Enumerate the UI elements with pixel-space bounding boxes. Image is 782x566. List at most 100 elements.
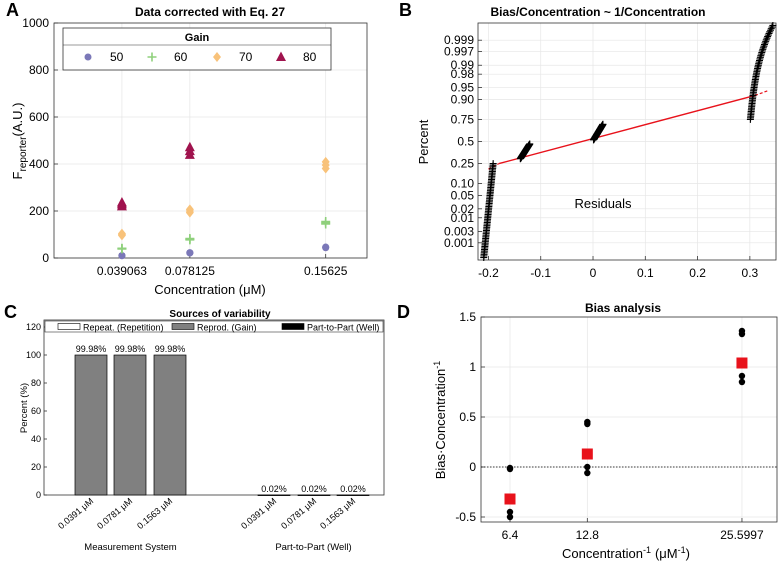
xlabel-unit-close: ) — [686, 546, 690, 561]
legend-swatch — [171, 323, 195, 330]
data-point-80 — [184, 149, 195, 159]
x-tick-label: -0.2 — [478, 266, 499, 280]
data-point-60 — [185, 235, 195, 245]
y-tick-label: 0.98 — [451, 67, 475, 81]
legend-box — [62, 27, 332, 71]
legend-label: Reprod. (Gain) — [197, 323, 257, 333]
ylabel-main: F — [10, 171, 25, 179]
y-tick-label: 0.99 — [451, 58, 475, 72]
bar-value-label: 0.02% — [340, 484, 366, 494]
data-point-50 — [186, 249, 194, 257]
ylabel-unit: (A.U.) — [10, 103, 25, 137]
legend-label: Part-to-Part (Well) — [307, 323, 379, 333]
bias-point — [506, 465, 514, 473]
y-tick-label: 0.75 — [451, 112, 475, 126]
bias-point — [738, 378, 746, 386]
residual-point — [764, 33, 772, 41]
xlabel-sup: -1 — [643, 545, 651, 555]
legend-title: Gain — [185, 32, 210, 44]
x-tick-label: 12.8 — [576, 528, 600, 542]
x-tick-label: 0.15625 — [304, 264, 348, 278]
y-tick-label: 0 — [36, 490, 41, 500]
y-tick-label: 120 — [26, 322, 41, 332]
legend-label-60: 60 — [174, 50, 188, 64]
residual-point — [762, 37, 770, 45]
x-category-label: 0.0781 μM — [279, 496, 318, 531]
bias-point — [584, 420, 591, 428]
bias-point — [738, 372, 746, 380]
panel-c: C Sources of variability 0 20 40 60 80 100 120… — [4, 302, 385, 553]
x-category-label: 0.1563 μM — [135, 496, 174, 531]
x-tick-label: 0 — [590, 266, 597, 280]
legend-marker-80 — [276, 51, 286, 61]
ylabel-sup: -1 — [432, 361, 442, 369]
fit-line-extension-high — [754, 89, 769, 97]
xlabel-unit-sup: -1 — [678, 545, 686, 555]
y-tick-label: 800 — [29, 63, 49, 77]
group-label: Part-to-Part (Well) — [275, 542, 351, 553]
data-point-50 — [322, 244, 330, 252]
chart-b-marks — [480, 21, 777, 262]
y-tick-label: 1000 — [22, 16, 49, 30]
y-tick-label: 100 — [26, 350, 41, 360]
bias-point — [584, 463, 591, 471]
chart-d-plot-area — [480, 316, 778, 523]
x-tick-label: 0.3 — [742, 266, 759, 280]
chart-b-grid — [478, 23, 776, 260]
residual-point — [766, 26, 774, 34]
chart-d-marks — [481, 327, 777, 521]
chart-c-title: Sources of variability — [169, 309, 271, 320]
y-tick-label: 80 — [31, 378, 41, 388]
bias-point — [584, 469, 591, 477]
bar-value-label: 99.98% — [155, 344, 186, 354]
bar — [336, 494, 370, 496]
chart-b-ticks: 0.0010.0030.010.020.050.100.250.50.750.9… — [444, 33, 759, 280]
ylabel-main: Bias·Concentration — [433, 369, 448, 480]
y-tick-label: 0.95 — [451, 81, 475, 95]
y-tick-label: 0.90 — [451, 92, 475, 106]
legend-marker-70 — [213, 52, 221, 62]
y-tick-label: 400 — [29, 157, 49, 171]
legend-items: 50 60 70 80 — [84, 50, 317, 64]
y-tick-label: 20 — [31, 462, 41, 472]
y-tick-label: 0 — [469, 460, 476, 474]
residual-point — [766, 28, 774, 36]
xlabel-unit: (μM — [655, 546, 678, 561]
y-tick-label: 200 — [29, 204, 49, 218]
y-tick-label: 1.5 — [459, 310, 476, 324]
legend-swatch — [57, 323, 81, 330]
residual-point — [765, 29, 773, 37]
bias-point — [738, 330, 746, 338]
bar — [74, 354, 108, 496]
y-tick-label: 0.997 — [444, 44, 474, 58]
residual-point — [762, 36, 770, 44]
y-tick-label: -0.5 — [455, 510, 476, 524]
legend-label-50: 50 — [110, 50, 124, 64]
x-category-label: 0.0391 μM — [239, 496, 278, 531]
residual-point — [764, 31, 772, 39]
y-tick-label: 60 — [31, 406, 41, 416]
data-point-70 — [321, 163, 330, 174]
x-tick-label: 25.5997 — [720, 528, 764, 542]
bar — [257, 494, 291, 496]
chart-b-title: Bias/Concentration ~ 1/Concentration — [490, 5, 705, 19]
residual-point — [769, 21, 777, 29]
bar — [113, 354, 147, 496]
chart-b-ylabel: Percent — [416, 119, 431, 164]
residual-point — [767, 25, 775, 33]
ylabel-sub: reporter — [18, 136, 29, 172]
bar-value-label: 0.02% — [261, 484, 287, 494]
y-tick-label: 0.999 — [444, 33, 474, 47]
chart-b-xlabel: Residuals — [574, 196, 632, 211]
x-category-label: 0.1563 μM — [318, 496, 357, 531]
residual-point — [760, 41, 768, 49]
legend-label-70: 70 — [239, 50, 253, 64]
y-tick-label: 0.5 — [457, 135, 474, 149]
chart-c-plot-area — [43, 319, 385, 496]
data-point-60 — [321, 219, 331, 229]
residual-point — [763, 34, 771, 42]
bar-value-label: 99.98% — [115, 344, 146, 354]
y-tick-label: 0.02 — [451, 202, 475, 216]
bias-point — [506, 513, 514, 521]
